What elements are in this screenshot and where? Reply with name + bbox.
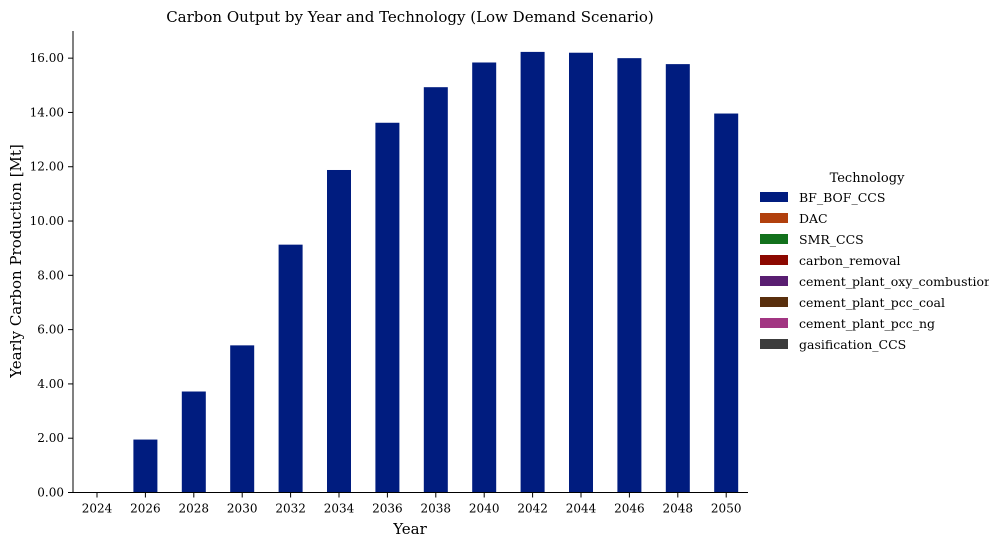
legend-label-carbon_removal: carbon_removal [799,253,901,268]
legend-label-cement_plant_oxy_combustion: cement_plant_oxy_combustion [799,274,989,289]
bar-BF_BOF_CCS-2028 [181,391,206,493]
bar-BF_BOF_CCS-2038 [423,87,448,493]
bar-BF_BOF_CCS-2040 [472,62,497,493]
y-tick-label: 14.00 [30,105,64,119]
x-tick-label: 2028 [179,502,210,516]
x-tick-label: 2034 [324,502,355,516]
legend-label-DAC: DAC [799,211,828,226]
legend-label-cement_plant_pcc_coal: cement_plant_pcc_coal [799,295,945,310]
x-tick-label: 2038 [421,502,452,516]
legend-swatch-cement_plant_pcc_ng [760,318,788,328]
y-tick-label: 16.00 [30,51,64,65]
legend-label-cement_plant_pcc_ng: cement_plant_pcc_ng [799,316,935,331]
y-tick-label: 4.00 [37,377,64,391]
legend-label-gasification_CCS: gasification_CCS [799,337,906,352]
legend-label-SMR_CCS: SMR_CCS [799,232,864,247]
y-axis-label: Yearly Carbon Production [Mt] [7,144,25,379]
x-tick-label: 2024 [82,502,113,516]
chart-title: Carbon Output by Year and Technology (Lo… [166,8,654,26]
x-tick-label: 2032 [275,502,306,516]
bars-group [133,51,739,493]
bar-BF_BOF_CCS-2026 [133,439,158,493]
x-tick-label: 2036 [372,502,403,516]
legend-label-BF_BOF_CCS: BF_BOF_CCS [799,190,885,205]
y-tick-label: 0.00 [37,486,64,500]
bar-BF_BOF_CCS-2036 [375,122,400,493]
bar-BF_BOF_CCS-2044 [569,52,593,493]
x-tick-label: 2042 [517,502,548,516]
y-tick-label: 6.00 [37,323,64,337]
y-tick-label: 2.00 [37,431,64,445]
bar-BF_BOF_CCS-2030 [230,345,255,493]
legend-swatch-SMR_CCS [760,234,788,244]
legend-swatch-DAC [760,213,788,223]
legend-swatch-cement_plant_oxy_combustion [760,276,788,286]
bar-BF_BOF_CCS-2034 [327,169,351,493]
y-tick-label: 10.00 [30,214,64,228]
y-axis-ticks: 0.00 2.00 4.00 6.00 8.00 10.00 12.00 14.00 16.00 [30,51,73,500]
bar-BF_BOF_CCS-2032 [278,244,303,493]
bar-BF_BOF_CCS-2046 [617,58,642,493]
bar-BF_BOF_CCS-2050 [714,113,739,493]
y-tick-label: 12.00 [30,160,64,174]
x-tick-label: 2044 [566,502,597,516]
x-tick-label: 2040 [469,502,500,516]
x-axis-ticks: 2024 2026 2028 2030 2032 2034 2036 2038 2040 2042… [82,492,742,516]
x-axis-label: Year [392,520,427,538]
legend-swatch-BF_BOF_CCS [760,192,788,202]
bar-BF_BOF_CCS-2048 [665,64,690,493]
y-tick-label: 8.00 [37,268,64,282]
x-tick-label: 2048 [663,502,694,516]
x-tick-label: 2030 [227,502,258,516]
legend-swatch-gasification_CCS [760,339,788,349]
bar-BF_BOF_CCS-2042 [520,51,545,493]
legend-swatch-carbon_removal [760,255,788,265]
legend-title: Technology [830,171,906,186]
x-tick-label: 2046 [614,502,645,516]
x-tick-label: 2026 [130,502,161,516]
x-tick-label: 2050 [711,502,742,516]
legend: Technology BF_BOF_CCS DAC SMR_CCS carbon_re… [760,171,989,352]
legend-swatch-cement_plant_pcc_coal [760,297,788,307]
